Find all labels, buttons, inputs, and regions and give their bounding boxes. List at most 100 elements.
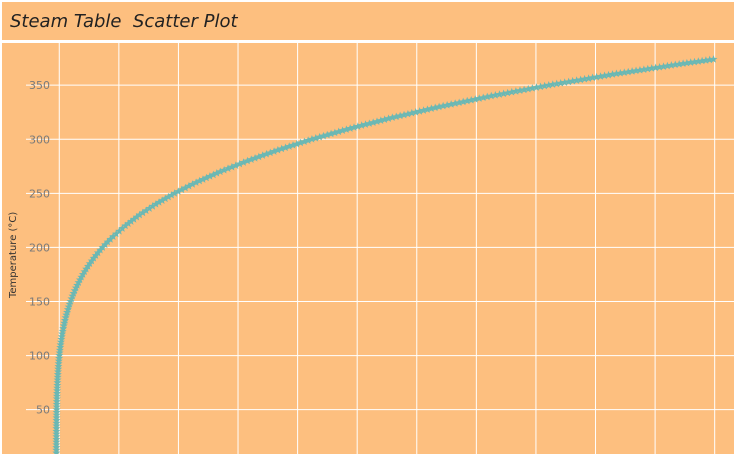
data-point	[127, 217, 136, 225]
data-point	[423, 105, 432, 113]
data-point	[258, 151, 267, 159]
data-point	[330, 128, 339, 137]
data-point	[60, 318, 69, 327]
data-point	[323, 130, 332, 139]
data-point	[495, 90, 504, 98]
data-point	[701, 56, 710, 64]
data-point	[342, 125, 351, 133]
data-point	[52, 427, 61, 435]
data-point	[52, 394, 61, 403]
data-point	[181, 183, 190, 192]
data-point	[544, 80, 553, 89]
data-point	[620, 68, 629, 76]
data-point	[520, 85, 529, 94]
data-point	[643, 64, 652, 73]
data-point	[532, 83, 541, 91]
data-point	[57, 335, 66, 343]
data-point	[55, 354, 64, 362]
plot-panel: 50 100 150 200 250 300 350 Temperature (°C)	[2, 43, 734, 454]
data-point	[52, 391, 61, 400]
data-point	[52, 400, 61, 408]
data-point	[400, 110, 409, 119]
data-points	[52, 55, 718, 454]
data-point	[209, 170, 218, 179]
data-point	[439, 101, 448, 110]
data-point	[54, 364, 63, 373]
data-point	[177, 185, 186, 194]
data-point	[392, 112, 401, 121]
data-point	[447, 100, 456, 108]
data-point	[135, 210, 144, 219]
data-point	[53, 375, 62, 384]
data-point	[612, 69, 621, 78]
data-point	[59, 321, 68, 330]
data-point	[580, 74, 589, 83]
y-tick-label: 300	[29, 133, 50, 146]
grid-layer	[26, 43, 734, 454]
data-point	[511, 87, 520, 95]
data-point	[311, 133, 320, 142]
y-tick-label: 150	[29, 295, 50, 308]
data-point	[53, 370, 62, 378]
data-point	[59, 324, 68, 332]
data-point	[148, 202, 157, 210]
data-point	[628, 67, 637, 75]
data-point	[682, 58, 691, 67]
data-point	[112, 229, 121, 238]
data-point	[227, 162, 236, 171]
data-point	[118, 224, 127, 232]
data-point	[487, 91, 496, 100]
data-point	[346, 124, 355, 132]
data-point	[145, 204, 154, 212]
data-point	[56, 337, 65, 346]
data-point	[109, 232, 118, 240]
data-point	[604, 70, 613, 79]
data-point	[659, 62, 668, 70]
data-point	[319, 131, 328, 140]
data-point	[419, 106, 428, 114]
data-point	[98, 243, 107, 251]
data-point	[588, 73, 597, 82]
data-point	[167, 190, 176, 199]
data-point	[96, 245, 105, 254]
data-point	[277, 144, 286, 153]
data-point	[155, 198, 164, 206]
y-tick-label: 100	[29, 350, 50, 363]
data-point	[427, 104, 436, 113]
data-point	[600, 71, 609, 80]
data-point	[254, 152, 263, 161]
data-point	[235, 159, 244, 168]
title-bar: Steam Table Scatter Plot	[2, 2, 734, 40]
data-point	[132, 212, 141, 221]
data-point	[251, 153, 260, 162]
data-point	[52, 424, 61, 432]
data-point	[52, 416, 61, 424]
data-point	[52, 402, 61, 411]
data-point	[270, 147, 279, 155]
data-point	[671, 60, 680, 69]
data-point	[121, 221, 130, 230]
data-point	[467, 95, 476, 104]
data-point	[373, 117, 381, 125]
data-point	[300, 137, 309, 146]
data-point	[686, 58, 695, 66]
data-point	[53, 386, 62, 395]
data-point	[52, 440, 61, 449]
data-point	[243, 156, 252, 165]
data-point	[58, 327, 67, 335]
data-point	[327, 129, 336, 138]
data-point	[552, 79, 561, 88]
data-point	[396, 111, 405, 120]
data-point	[616, 68, 625, 77]
data-point	[174, 187, 183, 195]
data-point	[624, 67, 633, 76]
data-point	[592, 72, 601, 81]
data-point	[455, 98, 464, 107]
data-point	[564, 77, 573, 86]
scatter-plot: 50 100 150 200 250 300 350 Temperature (°C)	[8, 43, 734, 454]
data-point	[53, 373, 62, 381]
data-point	[463, 96, 472, 105]
data-point	[403, 109, 412, 118]
data-point	[115, 226, 124, 235]
data-point	[52, 397, 61, 405]
